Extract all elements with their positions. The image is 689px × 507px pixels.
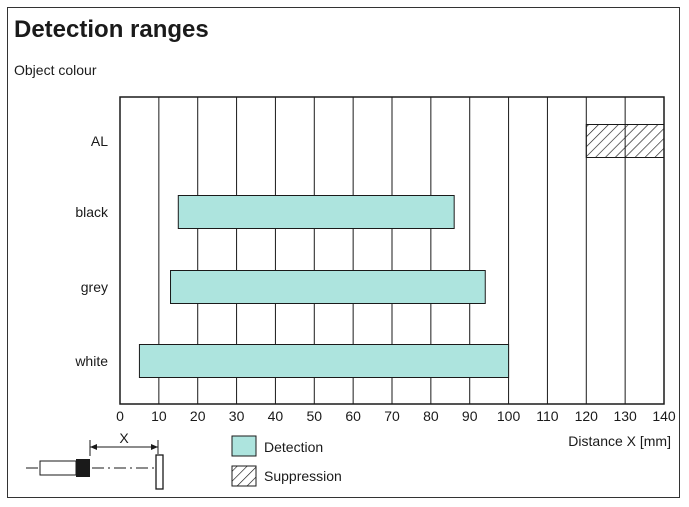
x-tick-label-100: 100 bbox=[497, 408, 521, 424]
y-category-label-AL: AL bbox=[91, 133, 108, 149]
x-tick-label-30: 30 bbox=[229, 408, 245, 424]
sensor-diagram: X bbox=[26, 430, 164, 490]
y-category-label-white: white bbox=[74, 353, 108, 369]
x-tick-label-0: 0 bbox=[116, 408, 124, 424]
x-tick-label-130: 130 bbox=[613, 408, 637, 424]
x-tick-label-60: 60 bbox=[345, 408, 361, 424]
labels-layer: 0 10 20 30 40 50 60 70 80 90 100 110 120 130 140 AL blac… bbox=[74, 133, 676, 424]
x-tick-label-70: 70 bbox=[384, 408, 400, 424]
dimension-label: X bbox=[119, 430, 129, 446]
bar-detection-black bbox=[177, 195, 455, 229]
chart-frame bbox=[7, 7, 680, 498]
x-tick-label-80: 80 bbox=[423, 408, 439, 424]
legend: Detection Suppression bbox=[231, 435, 342, 487]
x-tick-label-140: 140 bbox=[652, 408, 676, 424]
bar-suppression-al bbox=[585, 124, 665, 158]
x-tick-label-40: 40 bbox=[268, 408, 284, 424]
y-category-label-grey: grey bbox=[81, 279, 108, 295]
chart-title: Detection ranges bbox=[14, 16, 209, 43]
x-tick-label-90: 90 bbox=[462, 408, 478, 424]
legend-swatch-suppression bbox=[231, 465, 257, 487]
bar-detection-grey bbox=[170, 270, 486, 304]
bars-layer bbox=[138, 124, 665, 378]
x-tick-label-20: 20 bbox=[190, 408, 206, 424]
dimension-arrow-left bbox=[90, 444, 97, 450]
sensor-body bbox=[39, 460, 77, 476]
x-axis-label: Distance X [mm] bbox=[568, 433, 671, 449]
legend-label-detection: Detection bbox=[264, 439, 323, 455]
plot-border bbox=[119, 96, 665, 405]
bar-detection-white bbox=[138, 344, 510, 378]
y-category-label-black: black bbox=[75, 204, 109, 220]
legend-swatch-detection bbox=[231, 435, 257, 457]
sensor-head bbox=[76, 459, 90, 477]
y-axis-label: Object colour bbox=[14, 62, 97, 78]
x-tick-label-120: 120 bbox=[575, 408, 599, 424]
x-tick-label-50: 50 bbox=[306, 408, 322, 424]
legend-label-suppression: Suppression bbox=[264, 468, 342, 484]
x-tick-label-110: 110 bbox=[536, 408, 559, 424]
x-tick-label-10: 10 bbox=[151, 408, 167, 424]
target-object bbox=[155, 454, 164, 490]
dimension-arrow-right bbox=[151, 444, 158, 450]
